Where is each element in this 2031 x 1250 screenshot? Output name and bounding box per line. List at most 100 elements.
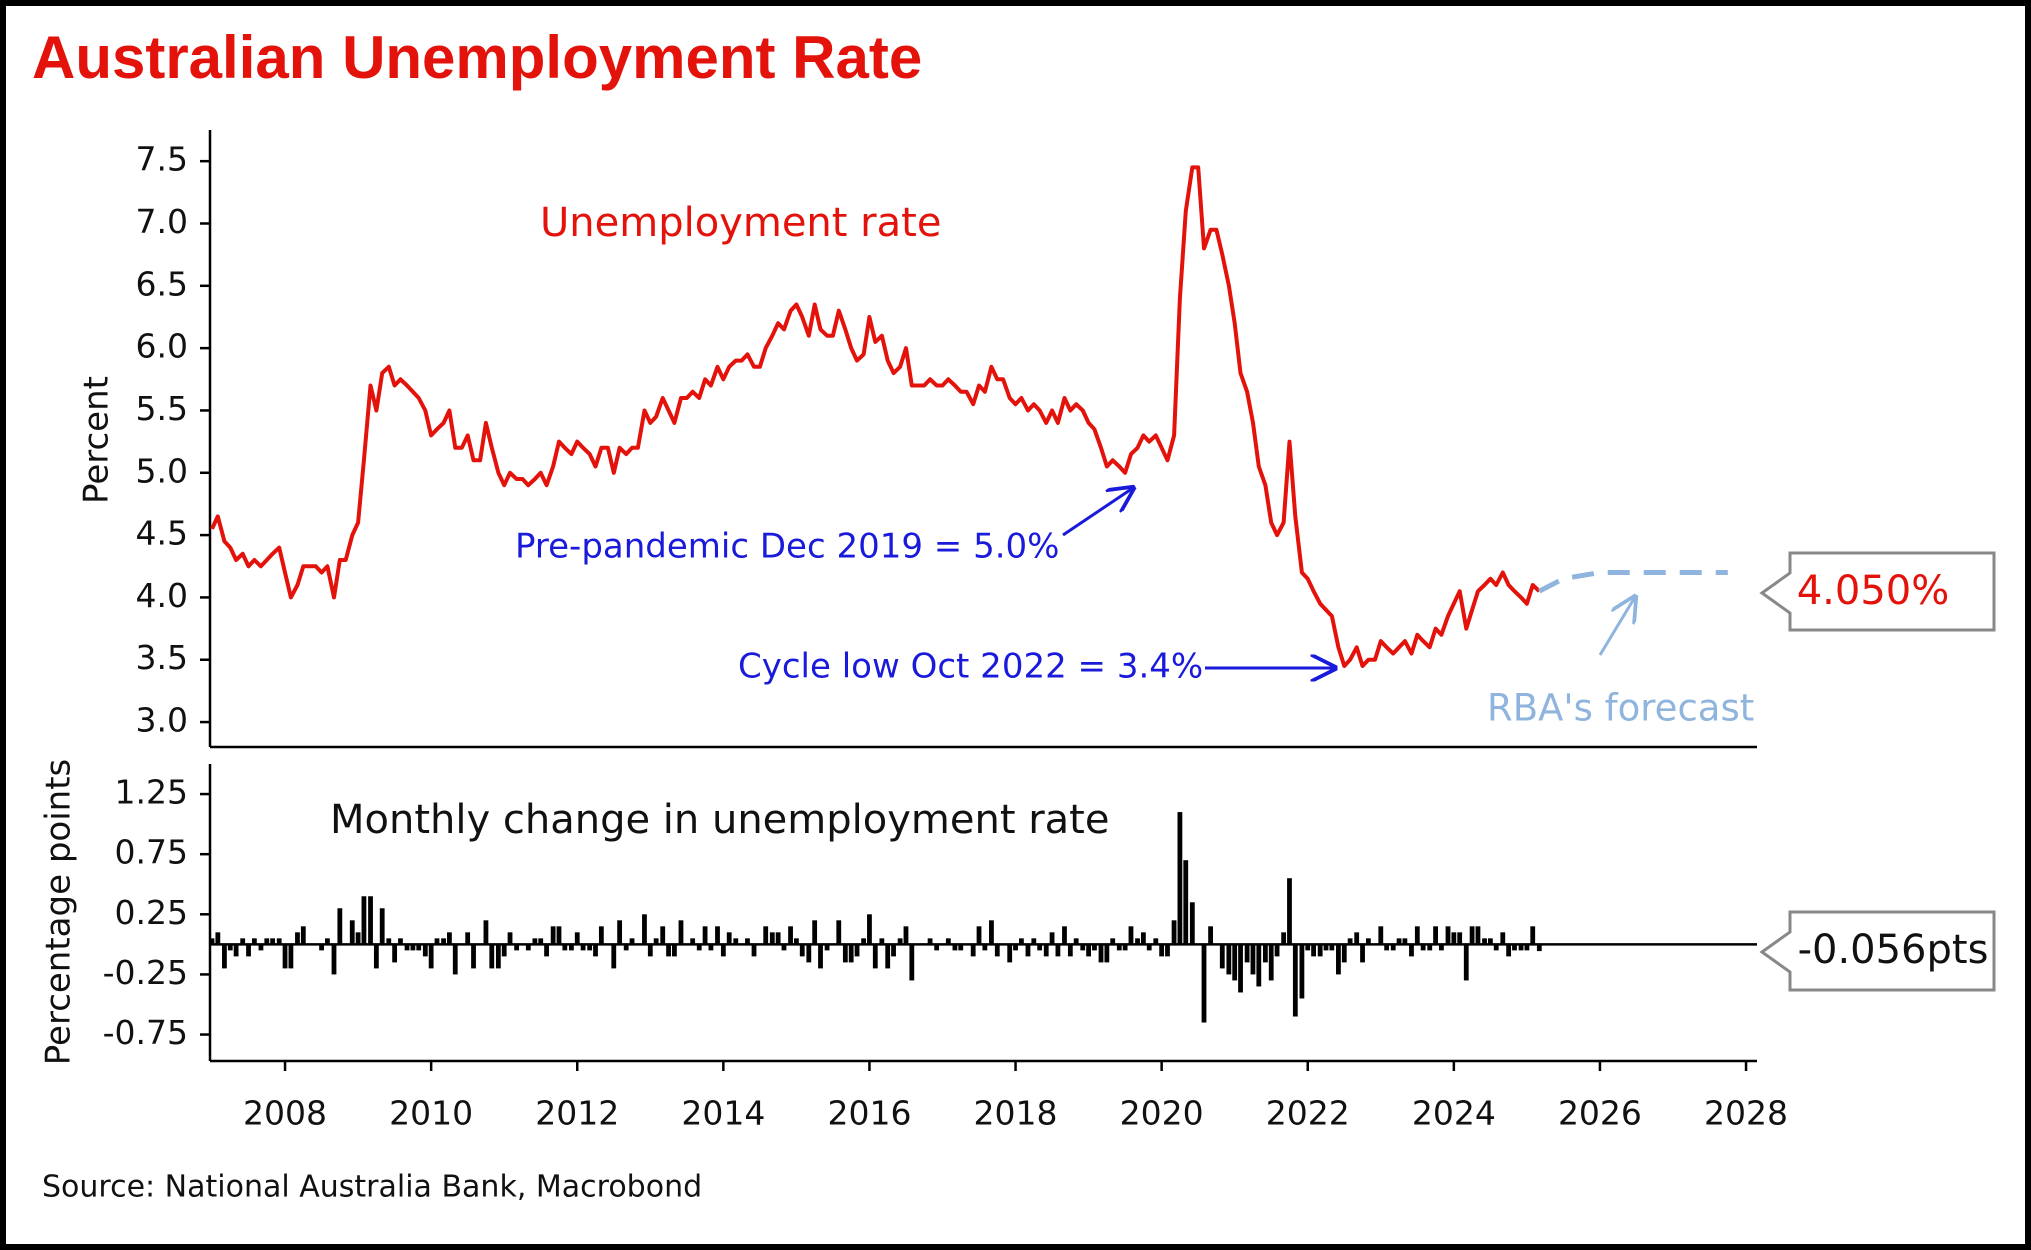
bar <box>1146 944 1152 951</box>
bar <box>1122 944 1128 951</box>
bar <box>1177 812 1183 945</box>
callout-box <box>1759 910 1996 992</box>
bar <box>1153 938 1159 945</box>
bar <box>1463 944 1469 981</box>
bar <box>945 938 951 945</box>
bar <box>1451 932 1457 945</box>
bar <box>994 944 1000 957</box>
bar <box>1323 944 1329 951</box>
bar <box>386 938 392 945</box>
bar <box>538 938 544 945</box>
bar <box>1073 938 1079 945</box>
bar <box>672 944 677 957</box>
bar <box>1092 944 1097 951</box>
bar <box>416 944 422 951</box>
bar <box>1420 944 1426 951</box>
bar <box>897 938 903 945</box>
bar <box>276 938 282 945</box>
y-tick-label: 3.0 <box>136 701 188 740</box>
bar <box>812 920 818 945</box>
bar <box>1402 938 1408 945</box>
bar <box>1365 938 1371 945</box>
bar <box>532 938 538 945</box>
y-axis-label: Percentage points <box>39 759 79 1066</box>
bar <box>745 938 750 945</box>
bar <box>1482 938 1487 945</box>
bar <box>1013 944 1018 951</box>
bar <box>1329 944 1335 951</box>
bar <box>319 944 324 951</box>
bar <box>300 926 306 945</box>
annotation: Cycle low Oct 2022 = 3.4% <box>738 647 1203 687</box>
bar <box>1171 920 1177 945</box>
bar <box>629 938 635 945</box>
x-tick-label: 2024 <box>1412 1094 1496 1133</box>
bar <box>1336 944 1341 975</box>
bar <box>295 932 300 945</box>
bar <box>623 944 629 951</box>
y-tick-label: 1.25 <box>115 773 188 812</box>
bar <box>836 920 842 945</box>
bar <box>1055 944 1061 957</box>
x-tick-label: 2010 <box>389 1094 473 1133</box>
bar <box>763 926 769 945</box>
y-tick-label: 6.0 <box>136 327 188 366</box>
series-label: RBA's forecast <box>1487 687 1754 730</box>
bar <box>1049 932 1055 945</box>
bar <box>373 944 379 969</box>
callout-label: 4.050% <box>1797 568 1950 614</box>
bar <box>1165 944 1170 957</box>
y-tick-label: -0.75 <box>103 1013 188 1052</box>
bar <box>246 944 251 957</box>
bar <box>1390 944 1396 951</box>
x-tick-label: 2014 <box>681 1094 765 1133</box>
bar <box>465 932 471 945</box>
bar <box>696 944 702 951</box>
bar <box>1469 926 1475 945</box>
bar <box>799 944 805 957</box>
bar <box>1305 944 1311 951</box>
bar <box>422 944 428 957</box>
y-tick-label: 6.5 <box>136 264 188 303</box>
bar <box>1018 938 1024 945</box>
bar <box>580 944 586 951</box>
bar <box>562 944 568 951</box>
bar <box>854 944 860 957</box>
annotation-arrow <box>1062 488 1133 537</box>
bar <box>1354 932 1360 945</box>
bar <box>952 944 958 951</box>
bar <box>331 944 337 975</box>
bar <box>879 938 885 945</box>
bar <box>1292 944 1298 1017</box>
bar <box>1347 938 1353 945</box>
bar <box>1037 944 1043 951</box>
y-tick-label: 4.0 <box>136 576 188 615</box>
bar <box>982 944 988 951</box>
x-tick-label: 2008 <box>243 1094 327 1133</box>
bar <box>410 944 416 951</box>
bar <box>1317 944 1323 957</box>
bar <box>1226 944 1232 975</box>
bar <box>1128 926 1134 945</box>
y-tick-label: 5.5 <box>136 389 188 428</box>
bar <box>1274 944 1280 957</box>
bar <box>818 944 823 969</box>
bar <box>1043 944 1049 957</box>
bar <box>909 944 915 981</box>
annotation: Pre-pandemic Dec 2019 = 5.0% <box>515 527 1059 567</box>
bar <box>848 944 854 963</box>
bar <box>1384 944 1390 951</box>
callout-box <box>1759 551 1996 632</box>
bar <box>495 944 501 969</box>
y-tick-label: 3.5 <box>136 638 188 677</box>
y-tick-label: -0.25 <box>103 953 188 992</box>
bar <box>927 938 933 945</box>
bar <box>1299 944 1305 999</box>
callout-label: -0.056pts <box>1798 927 1989 973</box>
bar <box>240 938 246 945</box>
bar <box>544 944 549 957</box>
bar <box>404 944 410 951</box>
y-tick-label: 5.0 <box>136 451 188 490</box>
bar <box>471 944 476 969</box>
